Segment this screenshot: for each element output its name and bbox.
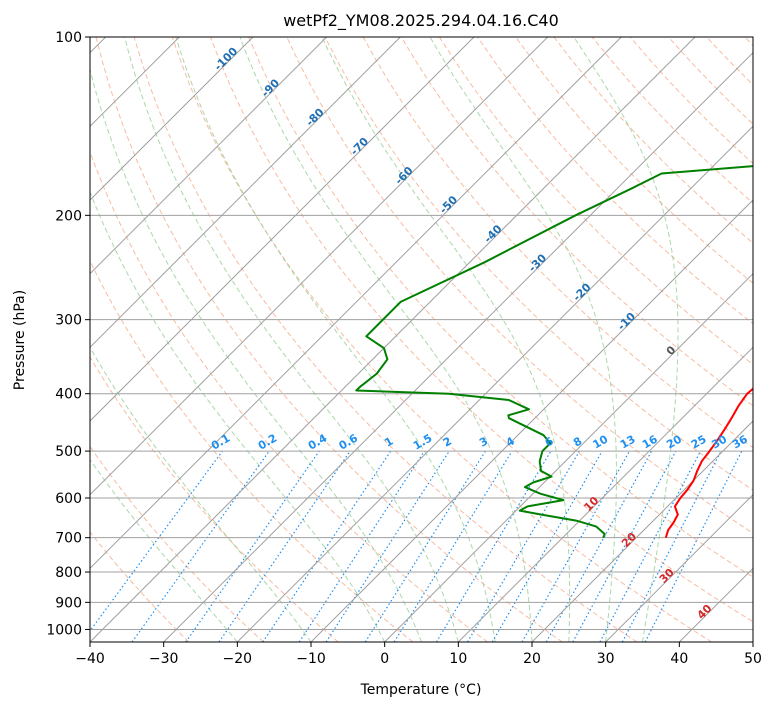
dry-adiabat-line [90,150,488,642]
y-axis-label: Pressure (hPa) [12,290,28,390]
isotherm-lines [90,37,753,642]
dry-adiabat-line [90,445,264,642]
temperature-profile-line [664,387,753,538]
x-tick-label: −30 [149,651,179,667]
y-tick-label: 100 [55,30,82,46]
dewpoint-profile-line [355,165,753,539]
mixing-ratio-line [393,450,513,642]
x-tick-label: 0 [380,651,389,667]
dry-adiabat-line [400,37,753,407]
mixing-ratio-line [521,450,631,642]
isotherm-line [90,37,622,570]
isotherm-line [531,420,753,642]
moist-adiabat-line [239,37,533,642]
y-tick-label: 600 [55,491,82,507]
moist-adiabat-line [124,37,459,642]
plot-frame [89,36,754,643]
isotherm-line [605,493,753,642]
isotherm-line [384,272,753,642]
x-tick-label: 30 [597,651,615,667]
mixing-ratio-line [185,450,320,642]
y-tick-label: 500 [55,444,82,460]
y-tick-label: 300 [55,313,82,329]
isotherm-line [310,199,753,642]
x-axis: −40 −30 −20 −10 0 10 20 30 40 50 [75,642,762,667]
moist-adiabat-line [90,458,238,642]
dry-adiabat-line [90,531,190,642]
mixing-ratio-line [364,450,486,642]
isotherm-line [90,37,254,201]
dry-adiabat-line [95,37,563,642]
profile-lines [355,165,753,539]
isotherm-line [90,37,549,496]
y-tick-label: 1000 [46,622,82,638]
x-tick-label: −20 [223,651,253,667]
chart-title: wetPf2_YM08.2025.294.04.16.C40 [283,11,559,31]
moist-adiabat-line [90,67,422,642]
isotherm-line [90,37,696,642]
dry-adiabats [90,37,753,642]
isotherm-line [90,37,475,422]
y-tick-label: 400 [55,387,82,403]
mixing-ratio-line [218,450,351,642]
x-axis-label: Temperature (°C) [360,682,482,698]
mixing-ratio-line [572,450,677,642]
y-axis: 100 200 300 400 500 600 700 800 900 1000 [46,30,90,638]
dry-adiabat-line [210,37,753,623]
isotherm-line [90,37,401,349]
isotherm-line [457,346,753,642]
x-tick-label: −40 [75,651,105,667]
x-tick-label: 40 [670,651,688,667]
moist-adiabat-line [175,37,496,642]
moist-adiabat-line [573,37,679,642]
plot-area: -100-90-80-70-60-50-40-30-20-10010203040… [90,37,753,642]
isotherm-line [90,37,328,275]
x-tick-label: 20 [523,651,541,667]
x-tick-label: 50 [744,651,762,667]
y-tick-label: 200 [55,208,82,224]
mixing-ratio-line [491,450,603,642]
isotherm-line [236,125,753,642]
moist-adiabat-line [429,37,617,642]
mixing-ratio-line [466,450,580,642]
y-tick-label: 800 [55,565,82,581]
x-tick-label: 10 [449,651,467,667]
dry-adiabat-line [324,37,753,491]
dry-adiabat-line [133,37,638,642]
dry-adiabat-line [248,37,753,578]
mixing-ratio-line [325,450,450,642]
dry-adiabat-line [438,37,753,366]
isotherm-line [163,51,753,642]
y-tick-label: 700 [55,531,82,547]
dry-adiabat-line [515,37,753,284]
dry-adiabat-line [90,356,339,642]
x-tick-label: −10 [296,651,326,667]
moist-adiabat-line [90,190,386,642]
dry-adiabat-line [171,37,712,642]
y-tick-label: 900 [55,595,82,611]
